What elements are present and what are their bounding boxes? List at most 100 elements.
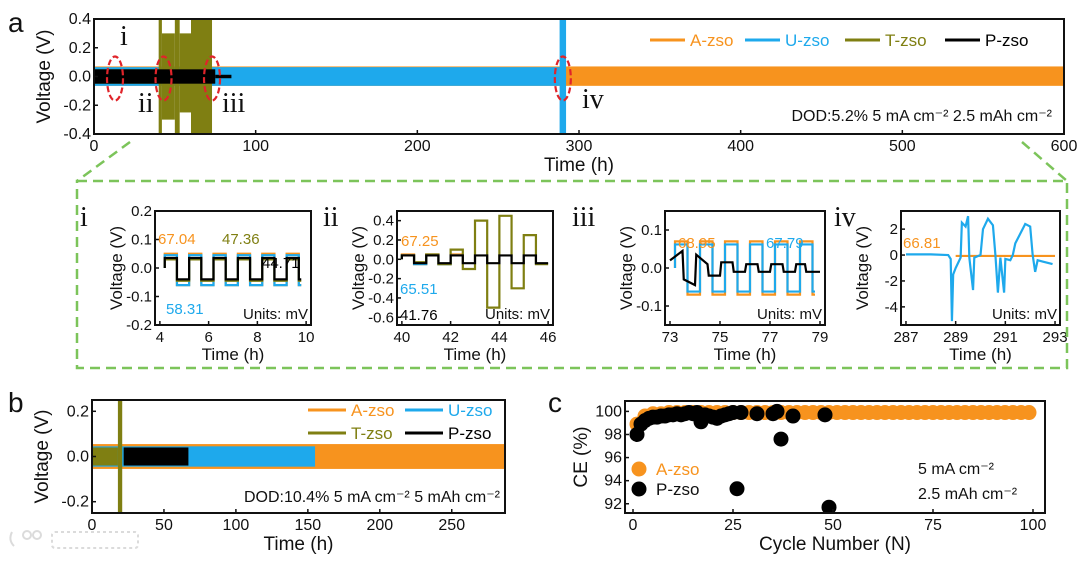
y-tick-label: 0	[890, 247, 898, 264]
series-u-zso	[905, 215, 1053, 322]
series-u-zso	[163, 254, 302, 287]
panel-b: 0 50 100 150 200 250 -0.2 0.0 0.2 Time (h) Voltage…	[8, 387, 506, 555]
x-axis-title: Time (h)	[263, 534, 333, 555]
series-p-zso	[123, 447, 189, 466]
envelope-band	[92, 447, 118, 466]
x-tick-label: 8	[253, 329, 261, 346]
voltage-trace	[163, 254, 302, 287]
panel-ii: 40 42 44 46 -0.6 -0.4 -0.2 0.0 0.2 0.4 Time (h) Vol…	[323, 202, 556, 364]
y-axis-title: Voltage (V)	[107, 226, 126, 310]
x-tick-label: 79	[812, 329, 829, 346]
y-tick-label: -0.4	[368, 290, 394, 307]
panel-i: 4 6 8 10 -0.2 -0.1 0.0 0.1 0.2 Time (h) Voltage (V…	[80, 202, 314, 364]
panel-a: 0 100 200 300 400 500 600 -0.4 -0.2 0.0 0.2 0.4 Time…	[8, 7, 1077, 176]
x-tick-label: 42	[442, 329, 459, 346]
legend-label: A-zso	[656, 460, 699, 479]
data-point	[733, 405, 749, 421]
data-point	[729, 481, 745, 497]
x-tick-label: 150	[295, 517, 322, 534]
y-tick-label: -0.2	[126, 317, 152, 334]
x-tick-label: 500	[889, 138, 916, 155]
x-tick-label: 50	[155, 517, 173, 534]
overpotential-label: 68.95	[678, 235, 716, 252]
legend-label: A-zso	[351, 401, 394, 420]
legend-marker	[631, 461, 647, 477]
y-tick-label: -0.4	[63, 126, 91, 143]
panel-label: a	[8, 7, 24, 38]
overpotential-label: 67.79	[766, 235, 804, 252]
y-tick-label: 2	[890, 221, 898, 238]
plot-frame	[900, 210, 1061, 326]
zoom-leader-left	[76, 140, 131, 183]
x-tick-label: 0	[629, 517, 638, 534]
plot-area	[400, 214, 549, 309]
y-tick-label: -0.1	[126, 289, 152, 306]
y-tick-label: 0.0	[373, 251, 394, 268]
plot-area	[92, 400, 505, 513]
y-tick-label: 0.1	[641, 222, 662, 239]
y-tick-label: 0.2	[373, 232, 394, 249]
test-conditions: 2.5 mAh cm⁻²	[918, 486, 1018, 503]
region-label: iii	[222, 88, 246, 119]
overpotential-label: 66.81	[903, 235, 941, 252]
y-tick-label: 0.4	[373, 213, 394, 230]
voltage-trace	[673, 240, 815, 296]
overpotential-label: 67.04	[158, 231, 196, 248]
envelope-band	[117, 400, 123, 513]
panel-iv: 287 289 291 293 -4 -2 0 2 Time (h) Voltage (V)iv U…	[834, 202, 1068, 364]
x-tick-label: 25	[724, 517, 742, 534]
overpotential-label: 44.71	[262, 255, 300, 272]
panel-label: b	[8, 387, 24, 418]
y-tick-label: 0.0	[67, 449, 89, 466]
x-axis-title: Cycle Number (N)	[759, 534, 911, 555]
x-tick-label: 100	[223, 517, 250, 534]
series-p-zso	[163, 256, 302, 281]
x-axis-title: Time (h)	[444, 345, 507, 364]
envelope-band	[559, 19, 567, 134]
series-u-zso	[673, 243, 815, 293]
x-tick-label: 75	[924, 517, 942, 534]
test-conditions: 5 mA cm⁻²	[918, 461, 995, 478]
y-tick-label: 0.4	[69, 11, 91, 28]
y-axis-title: Voltage (V)	[349, 226, 368, 310]
plot-area	[629, 403, 1037, 513]
units-note: Units: mV	[757, 306, 822, 323]
x-tick-label: 4	[156, 329, 164, 346]
y-tick-label: 0.2	[69, 40, 91, 57]
x-tick-label: 73	[662, 329, 679, 346]
data-point	[749, 406, 765, 422]
legend-label: T-zso	[885, 31, 927, 50]
y-tick-label: 0.0	[131, 260, 152, 277]
legend-label: P-zso	[448, 424, 491, 443]
x-tick-label: 77	[762, 329, 779, 346]
plot-area	[905, 215, 1056, 322]
x-tick-label: 6	[204, 329, 212, 346]
legend-label: P-zso	[656, 480, 699, 499]
overpotential-label: 41.76	[400, 307, 438, 324]
y-tick-label: 98	[604, 426, 622, 443]
voltage-trace	[163, 256, 302, 281]
x-axis-title: Time (h)	[202, 345, 265, 364]
x-axis-title: Time (h)	[714, 345, 777, 364]
x-tick-label: 289	[943, 329, 968, 346]
plot-area	[94, 19, 1064, 134]
data-point	[769, 403, 785, 419]
region-ellipse	[202, 55, 222, 102]
overpotential-label: 65.51	[400, 281, 438, 298]
plot-area	[669, 240, 820, 296]
x-tick-label: 400	[727, 138, 754, 155]
y-tick-label: -4	[885, 299, 898, 316]
y-tick-label: 0.2	[67, 403, 89, 420]
y-axis-title: Voltage (V)	[853, 226, 872, 310]
y-tick-label: 0.1	[131, 232, 152, 249]
y-tick-label: 0.2	[131, 203, 152, 220]
data-point	[785, 408, 801, 424]
x-tick-label: 200	[366, 517, 393, 534]
x-tick-label: 75	[712, 329, 729, 346]
y-tick-label: -2	[885, 273, 898, 290]
x-tick-label: 293	[1043, 329, 1068, 346]
x-tick-label: 40	[394, 329, 411, 346]
y-axis-title: Voltage (V)	[617, 226, 636, 310]
overpotential-label: 47.36	[222, 231, 260, 248]
